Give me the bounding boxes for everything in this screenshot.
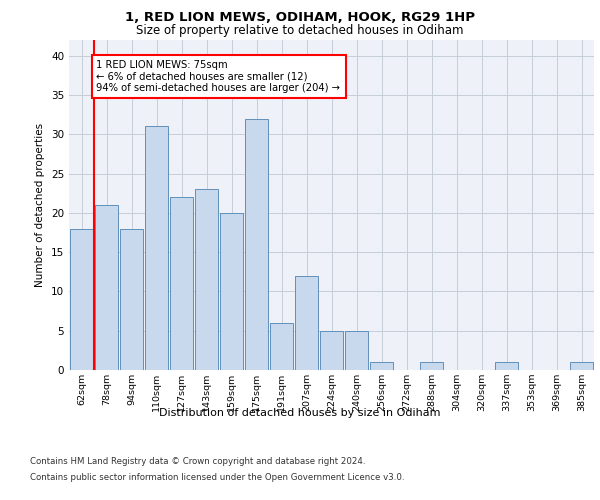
Bar <box>119 228 143 370</box>
Bar <box>269 323 293 370</box>
Bar <box>145 126 169 370</box>
Text: 1, RED LION MEWS, ODIHAM, HOOK, RG29 1HP: 1, RED LION MEWS, ODIHAM, HOOK, RG29 1HP <box>125 11 475 24</box>
Text: Distribution of detached houses by size in Odiham: Distribution of detached houses by size … <box>159 408 441 418</box>
Bar <box>370 362 394 370</box>
Bar <box>569 362 593 370</box>
Bar <box>419 362 443 370</box>
Bar <box>220 213 244 370</box>
Bar <box>245 118 268 370</box>
Y-axis label: Number of detached properties: Number of detached properties <box>35 123 46 287</box>
Text: Contains public sector information licensed under the Open Government Licence v3: Contains public sector information licen… <box>30 472 404 482</box>
Bar <box>70 228 94 370</box>
Bar <box>194 190 218 370</box>
Bar <box>295 276 319 370</box>
Text: 1 RED LION MEWS: 75sqm
← 6% of detached houses are smaller (12)
94% of semi-deta: 1 RED LION MEWS: 75sqm ← 6% of detached … <box>97 60 341 93</box>
Bar <box>494 362 518 370</box>
Bar <box>95 205 118 370</box>
Bar <box>170 197 193 370</box>
Bar <box>320 330 343 370</box>
Bar <box>344 330 368 370</box>
Text: Size of property relative to detached houses in Odiham: Size of property relative to detached ho… <box>136 24 464 37</box>
Text: Contains HM Land Registry data © Crown copyright and database right 2024.: Contains HM Land Registry data © Crown c… <box>30 458 365 466</box>
